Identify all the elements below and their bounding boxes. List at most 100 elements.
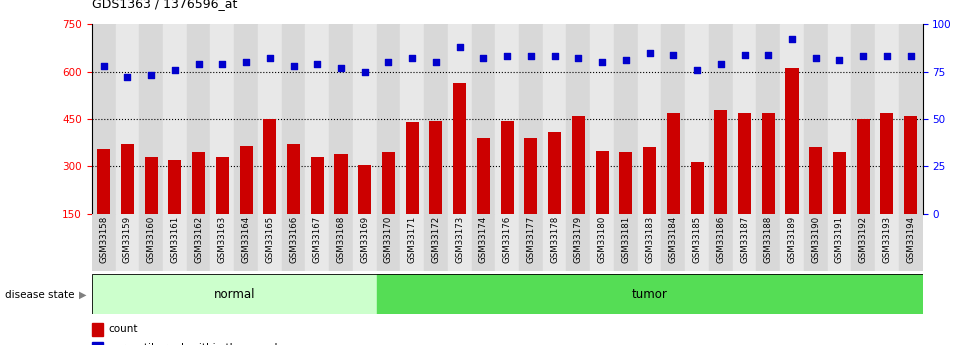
Bar <box>168 160 182 214</box>
Bar <box>572 116 584 214</box>
Text: GSM33192: GSM33192 <box>859 216 867 263</box>
Bar <box>762 113 775 214</box>
Text: GSM33181: GSM33181 <box>621 216 631 263</box>
Text: GSM33158: GSM33158 <box>99 216 108 263</box>
Bar <box>904 116 917 214</box>
Bar <box>875 24 898 214</box>
Bar <box>92 214 116 271</box>
Bar <box>619 152 633 214</box>
Bar <box>667 113 680 214</box>
Text: GSM33170: GSM33170 <box>384 216 393 263</box>
Bar <box>192 152 205 214</box>
Bar <box>738 113 751 214</box>
Bar <box>448 24 471 214</box>
Text: GSM33173: GSM33173 <box>455 216 465 263</box>
Bar <box>400 24 424 214</box>
Bar <box>163 214 186 271</box>
Bar <box>186 24 211 214</box>
Point <box>760 52 776 57</box>
Text: GSM33171: GSM33171 <box>408 216 416 263</box>
Bar <box>258 24 282 214</box>
Text: GSM33176: GSM33176 <box>502 216 512 263</box>
Bar <box>709 24 732 214</box>
Bar <box>282 24 305 214</box>
Point <box>856 53 871 59</box>
Point <box>262 56 277 61</box>
Bar <box>756 24 781 214</box>
Text: GSM33179: GSM33179 <box>574 216 582 263</box>
Point <box>143 72 158 78</box>
Text: GDS1363 / 1376596_at: GDS1363 / 1376596_at <box>92 0 237 10</box>
Bar <box>377 214 400 271</box>
Bar <box>430 121 442 214</box>
Text: GSM33191: GSM33191 <box>835 216 844 263</box>
Bar <box>543 24 566 214</box>
Text: GSM33188: GSM33188 <box>764 216 773 263</box>
Bar <box>116 24 139 214</box>
Bar <box>685 24 709 214</box>
Point <box>475 56 491 61</box>
Text: GSM33165: GSM33165 <box>266 216 274 263</box>
Bar <box>614 214 638 271</box>
Bar <box>643 147 656 214</box>
Bar <box>685 214 709 271</box>
Bar <box>305 214 329 271</box>
Bar <box>638 24 662 214</box>
Bar <box>471 24 496 214</box>
Point <box>191 61 207 67</box>
Point <box>381 59 396 65</box>
Text: percentile rank within the sample: percentile rank within the sample <box>108 344 284 345</box>
Text: GSM33190: GSM33190 <box>811 216 820 263</box>
Bar <box>215 157 229 214</box>
Bar <box>477 138 490 214</box>
Bar <box>163 24 186 214</box>
Point <box>879 53 895 59</box>
Bar <box>329 214 353 271</box>
Bar <box>566 24 590 214</box>
Text: GSM33168: GSM33168 <box>336 216 346 263</box>
Bar <box>92 323 103 336</box>
Text: GSM33184: GSM33184 <box>668 216 678 263</box>
Bar <box>305 24 329 214</box>
Text: disease state: disease state <box>5 290 74 300</box>
Bar <box>400 214 424 271</box>
Bar <box>92 24 116 214</box>
Bar <box>424 24 448 214</box>
Text: GSM33193: GSM33193 <box>882 216 892 263</box>
Bar <box>329 24 353 214</box>
Point <box>547 53 562 59</box>
Point <box>357 69 373 74</box>
Point <box>452 44 468 50</box>
Text: GSM33159: GSM33159 <box>123 216 132 263</box>
Text: GSM33164: GSM33164 <box>242 216 250 263</box>
Point <box>713 61 728 67</box>
Text: GSM33189: GSM33189 <box>787 216 797 263</box>
Point <box>690 67 705 72</box>
Bar <box>596 151 609 214</box>
Bar <box>377 24 400 214</box>
Bar <box>382 152 395 214</box>
Point <box>594 59 610 65</box>
Point <box>808 56 823 61</box>
Bar <box>264 119 276 214</box>
Bar <box>828 24 851 214</box>
Point <box>96 63 111 69</box>
Bar <box>139 24 163 214</box>
Bar <box>334 154 348 214</box>
Bar <box>875 214 898 271</box>
Text: GSM33178: GSM33178 <box>550 216 559 263</box>
Bar <box>211 24 234 214</box>
Text: GSM33180: GSM33180 <box>598 216 607 263</box>
Text: GSM33187: GSM33187 <box>740 216 749 263</box>
Bar <box>804 214 828 271</box>
Bar <box>590 24 614 214</box>
Bar <box>662 24 685 214</box>
Bar <box>525 138 537 214</box>
Bar <box>424 214 448 271</box>
Bar <box>785 68 799 214</box>
Bar <box>781 214 804 271</box>
Bar <box>519 24 543 214</box>
Bar <box>804 24 828 214</box>
Point <box>309 61 325 67</box>
Bar <box>500 121 514 214</box>
